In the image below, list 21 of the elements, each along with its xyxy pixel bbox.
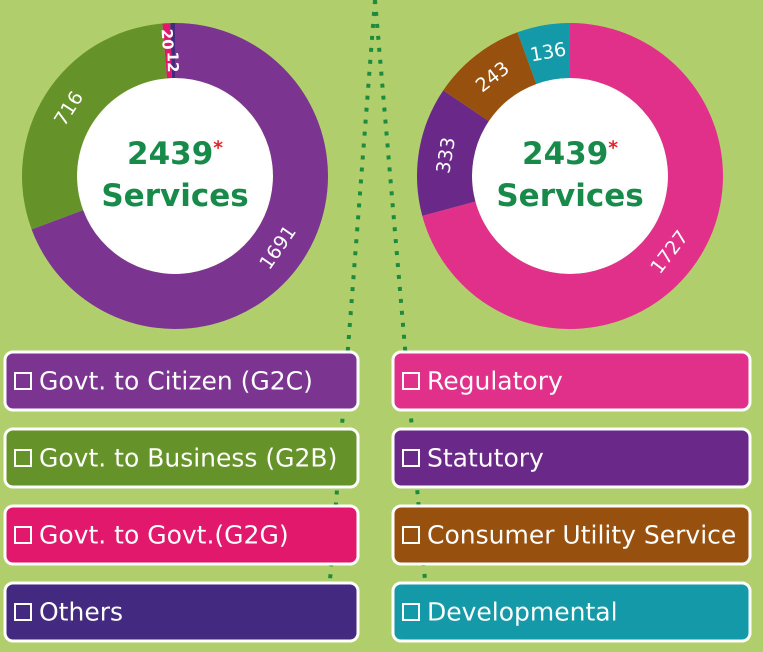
legend-label: Others [39,598,124,626]
donut-slice [32,23,328,329]
data-label: 333 [432,136,460,176]
text: 2439$^{*}$ [522,136,618,172]
legend-label: Govt. to Govt.(G2G) [39,520,289,550]
data-label: 20 [158,28,177,50]
data-label: 243 [472,57,514,97]
text: Services [101,178,249,214]
donut-slice [517,23,570,84]
donut-slice [422,23,723,329]
donut-slice [417,90,489,216]
legend-label: Govt. to Business (G2B) [39,444,338,472]
legend-label: Regulatory [427,366,563,396]
text: Services [496,178,644,214]
legend-label: Consumer Utility Service [427,520,736,550]
text: 2439$^{*}$ [126,136,224,172]
legend-label: Statutory [427,444,544,472]
data-label: 136 [528,38,568,66]
data-label: 12 [164,51,182,73]
legend-label: Developmental [427,598,618,626]
legend-label: Govt. to Citizen (G2C) [39,366,313,396]
